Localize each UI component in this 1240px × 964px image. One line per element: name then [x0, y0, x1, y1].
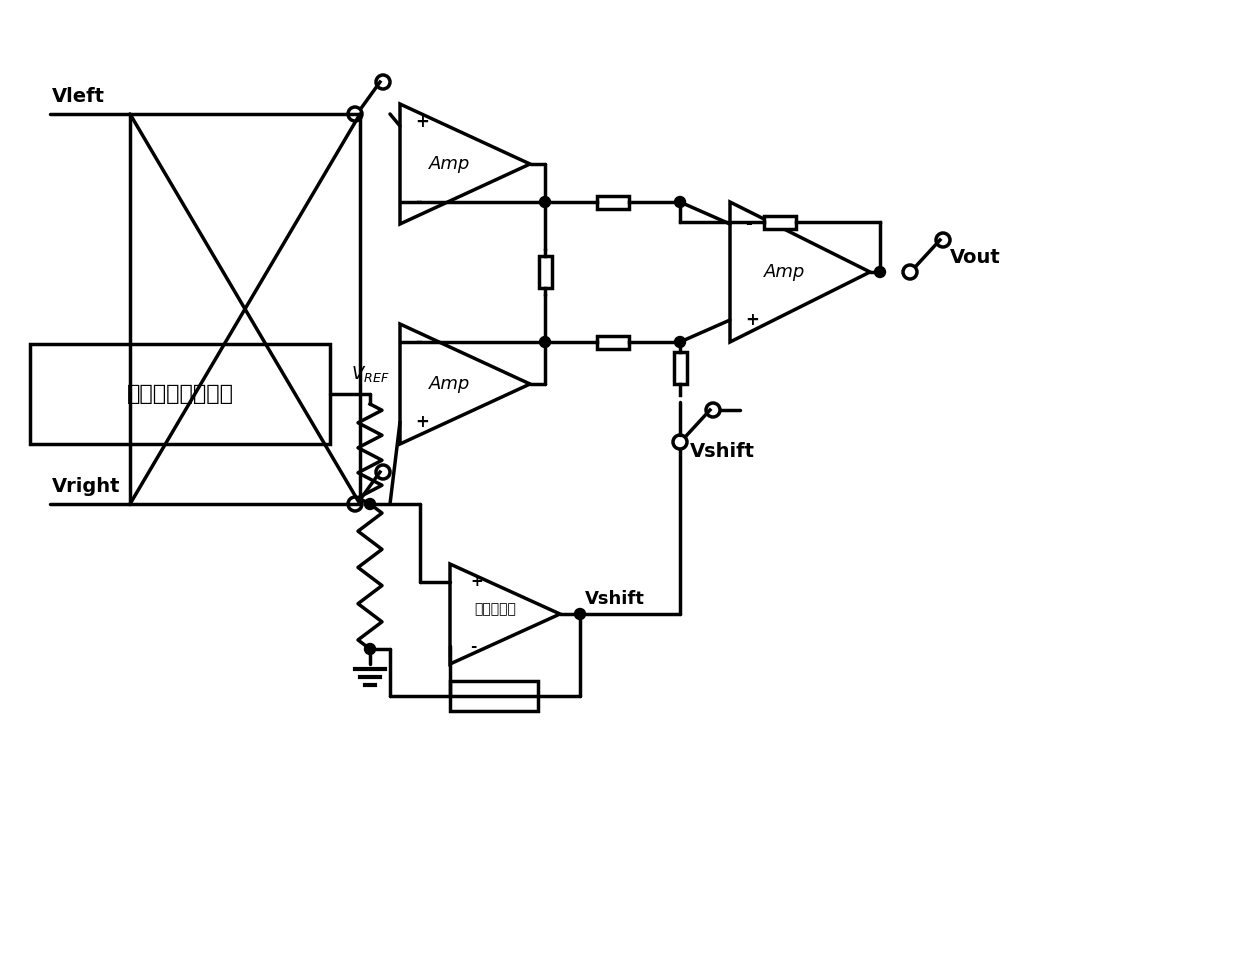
Bar [596, 196, 629, 208]
Text: Vshift: Vshift [585, 590, 645, 608]
Polygon shape [730, 202, 870, 342]
Polygon shape [450, 564, 560, 664]
Circle shape [675, 336, 686, 347]
Circle shape [365, 498, 376, 510]
Text: +: + [470, 575, 482, 590]
Text: Amp: Amp [429, 155, 471, 173]
Text: Vleft: Vleft [52, 87, 105, 106]
Polygon shape [401, 324, 529, 444]
Text: +: + [415, 113, 429, 131]
Text: -: - [415, 193, 422, 211]
Bar [450, 681, 538, 711]
Text: Vshift: Vshift [689, 442, 755, 461]
Bar [673, 352, 687, 384]
Text: -: - [745, 215, 751, 233]
Bar [596, 335, 629, 349]
Bar [30, 344, 330, 444]
Circle shape [675, 197, 686, 207]
Circle shape [574, 608, 585, 620]
Text: 高精度参考电压源: 高精度参考电压源 [126, 384, 233, 404]
Text: Amp: Amp [764, 263, 806, 281]
Bar [130, 114, 360, 504]
Text: +: + [415, 413, 429, 431]
Bar [764, 216, 796, 228]
Circle shape [874, 266, 885, 278]
Circle shape [539, 197, 551, 207]
Text: Vright: Vright [52, 477, 120, 496]
Text: -: - [415, 333, 422, 351]
Circle shape [539, 336, 551, 347]
Text: -: - [470, 638, 476, 654]
Text: Vout: Vout [950, 248, 1001, 266]
Text: 缓冲放大器: 缓冲放大器 [474, 602, 516, 616]
Bar [538, 256, 552, 288]
Text: +: + [745, 311, 759, 329]
Text: Amp: Amp [429, 375, 471, 393]
Text: $V_{REF}$: $V_{REF}$ [351, 364, 389, 384]
Circle shape [365, 644, 376, 655]
Polygon shape [401, 104, 529, 224]
